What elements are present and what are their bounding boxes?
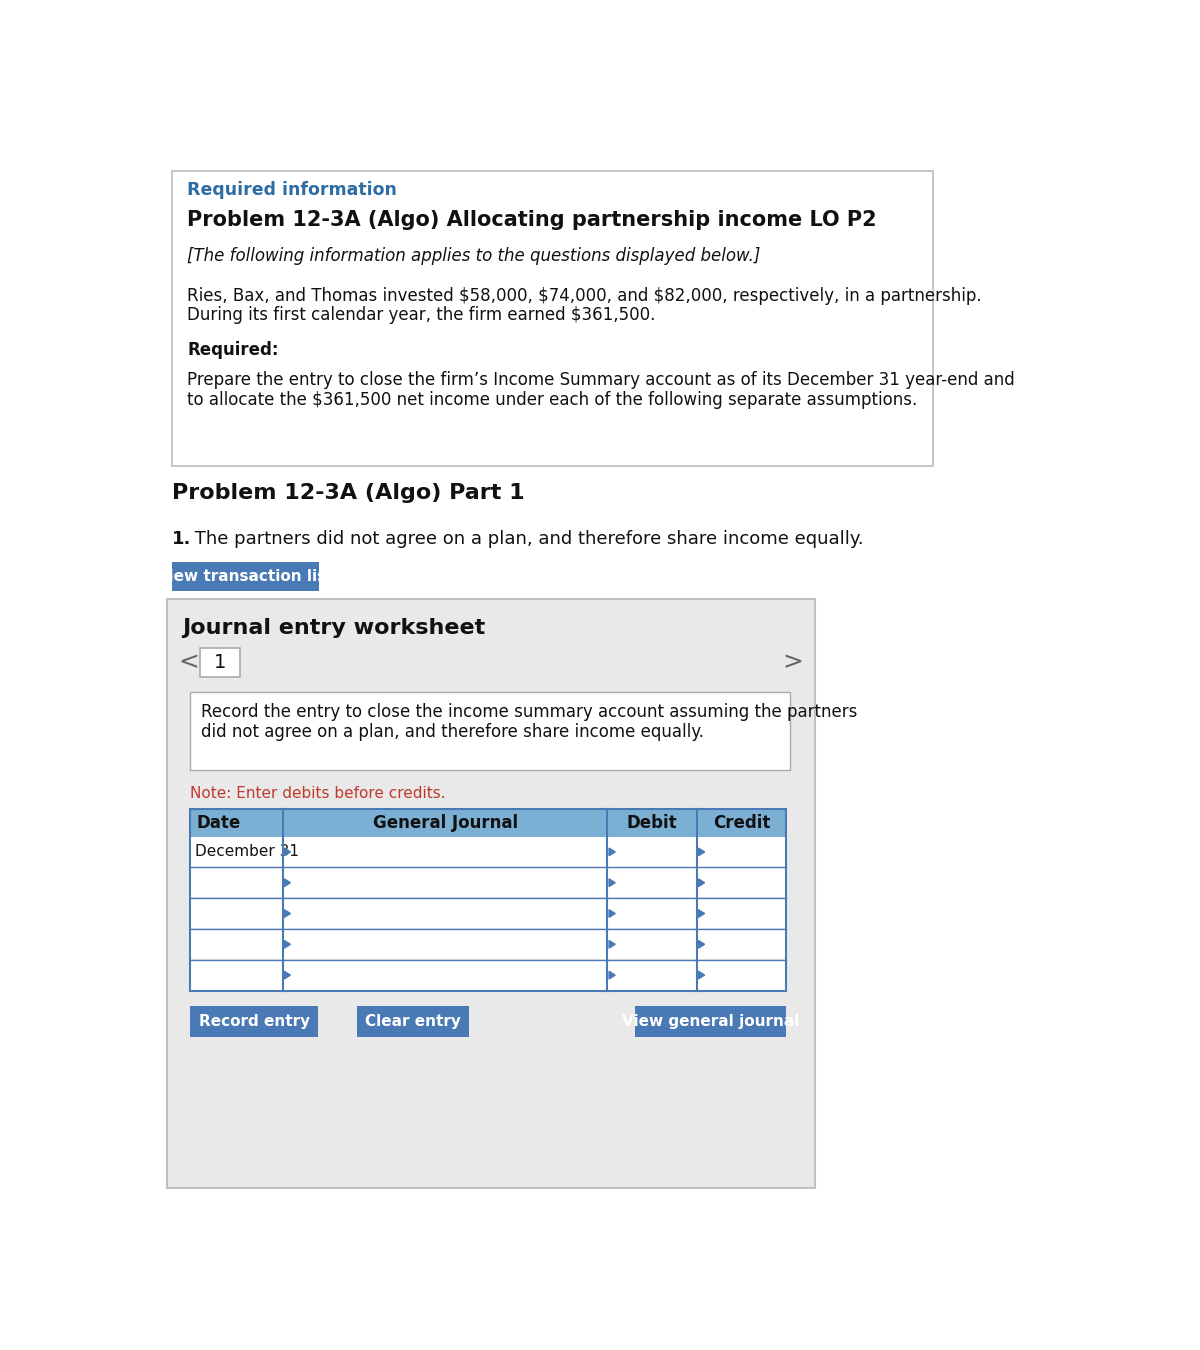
Text: 1.: 1. <box>172 531 191 548</box>
Bar <box>191 868 786 898</box>
Text: Required information: Required information <box>187 181 397 200</box>
Polygon shape <box>610 941 616 948</box>
Polygon shape <box>610 910 616 918</box>
Text: <: < <box>179 651 199 675</box>
Bar <box>191 837 786 867</box>
Bar <box>356 1006 469 1037</box>
Text: The partners did not agree on a plan, and therefore share income equally.: The partners did not agree on a plan, an… <box>188 531 863 548</box>
Text: 1: 1 <box>214 653 226 672</box>
Text: did not agree on a plan, and therefore share income equally.: did not agree on a plan, and therefore s… <box>202 722 704 741</box>
Polygon shape <box>284 910 290 918</box>
Text: Record the entry to close the income summary account assuming the partners: Record the entry to close the income sum… <box>202 702 858 721</box>
Bar <box>167 599 815 1188</box>
Polygon shape <box>698 941 704 948</box>
Text: During its first calendar year, the firm earned $361,500.: During its first calendar year, the firm… <box>187 306 655 324</box>
Polygon shape <box>698 971 704 979</box>
Bar <box>191 809 786 991</box>
Polygon shape <box>284 941 290 948</box>
Text: General Journal: General Journal <box>372 814 517 832</box>
Text: View general journal: View general journal <box>622 1014 799 1029</box>
Text: to allocate the $361,500 net income under each of the following separate assumpt: to allocate the $361,500 net income unde… <box>187 390 918 409</box>
Text: Problem 12-3A (Algo) Part 1: Problem 12-3A (Algo) Part 1 <box>172 483 524 504</box>
Polygon shape <box>610 879 616 887</box>
Text: Note: Enter debits before credits.: Note: Enter debits before credits. <box>191 786 446 801</box>
Bar <box>191 809 786 837</box>
Text: Ries, Bax, and Thomas invested $58,000, $74,000, and $82,000, respectively, in a: Ries, Bax, and Thomas invested $58,000, … <box>187 286 982 305</box>
Bar <box>172 171 932 466</box>
Polygon shape <box>284 971 290 979</box>
Polygon shape <box>698 910 704 918</box>
Bar <box>199 648 240 678</box>
Bar <box>191 960 786 990</box>
Polygon shape <box>698 848 704 856</box>
Text: Debit: Debit <box>626 814 678 832</box>
Bar <box>191 930 786 958</box>
Text: Prepare the entry to close the firm’s Income Summary account as of its December : Prepare the entry to close the firm’s In… <box>187 371 1015 389</box>
Bar <box>191 1006 318 1037</box>
Polygon shape <box>698 879 704 887</box>
Bar <box>191 691 790 771</box>
Text: >: > <box>782 651 803 675</box>
Polygon shape <box>610 848 616 856</box>
Text: Date: Date <box>197 814 241 832</box>
Bar <box>172 562 319 591</box>
Bar <box>635 1006 786 1037</box>
Text: Clear entry: Clear entry <box>365 1014 461 1029</box>
Polygon shape <box>284 879 290 887</box>
Text: Journal entry worksheet: Journal entry worksheet <box>182 618 486 637</box>
Text: [The following information applies to the questions displayed below.]: [The following information applies to th… <box>187 247 761 265</box>
Polygon shape <box>284 848 290 856</box>
Text: Record entry: Record entry <box>199 1014 310 1029</box>
Bar <box>191 899 786 929</box>
Text: Credit: Credit <box>713 814 770 832</box>
Text: View transaction list: View transaction list <box>157 568 334 583</box>
Text: Required:: Required: <box>187 340 278 359</box>
Polygon shape <box>610 971 616 979</box>
Text: Problem 12-3A (Algo) Allocating partnership income LO P2: Problem 12-3A (Algo) Allocating partners… <box>187 209 877 230</box>
Text: December 31: December 31 <box>194 844 299 860</box>
